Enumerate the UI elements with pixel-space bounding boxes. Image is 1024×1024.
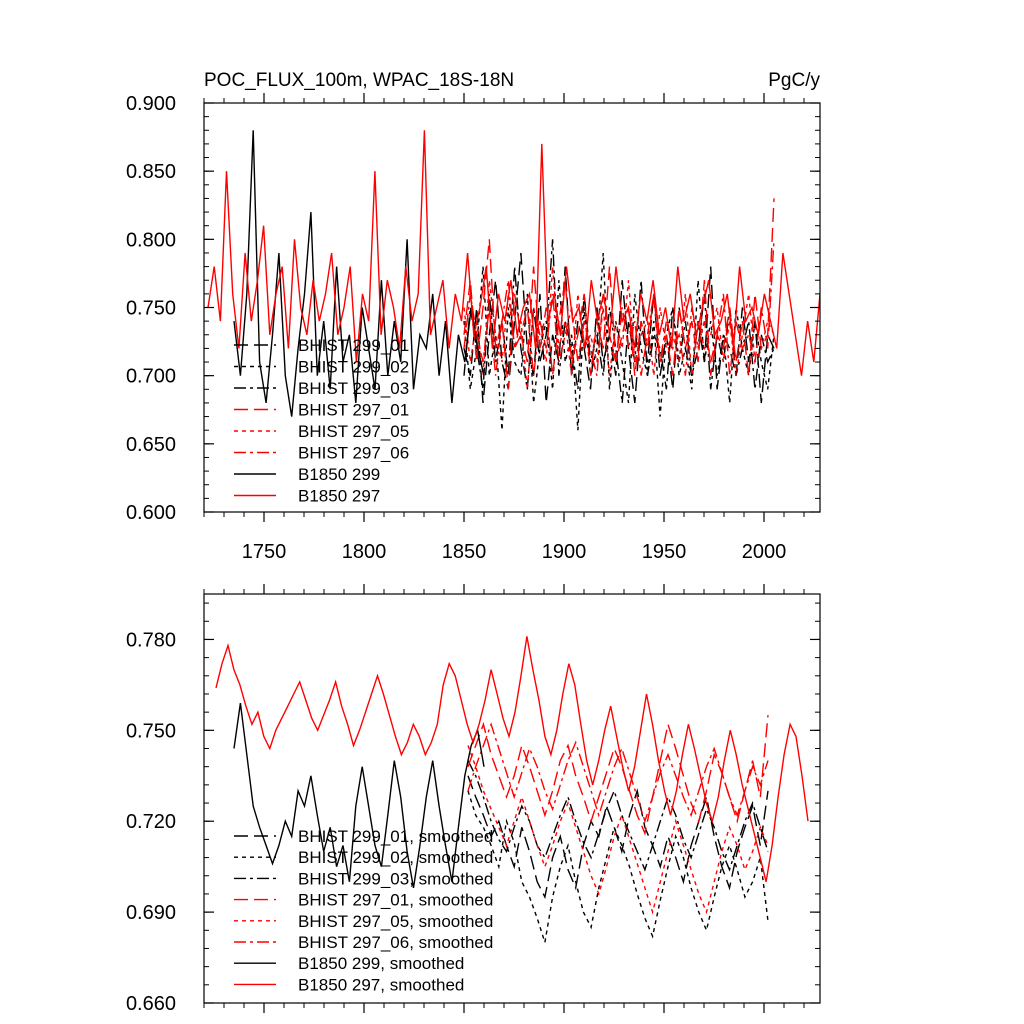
y-tick-label: 0.650	[126, 434, 176, 456]
x-tick-label: 2000	[742, 541, 787, 563]
y-tick-label: 0.780	[126, 629, 176, 651]
y-tick-label: 0.600	[126, 502, 176, 524]
legend-label: B1850 299, smoothed	[298, 954, 464, 973]
x-tick-label: 1800	[342, 541, 387, 563]
legend-label: BHIST 299_01	[298, 336, 409, 355]
series-line-6	[463, 239, 775, 376]
series-line-6	[467, 722, 769, 824]
x-tick-label: 1750	[242, 541, 287, 563]
x-tick-label: 1950	[642, 541, 687, 563]
legend-label: B1850 297	[298, 487, 380, 506]
legend-label: BHIST 297_06	[298, 444, 409, 463]
y-tick-label: 0.720	[126, 811, 176, 833]
x-tick-label: 1850	[442, 541, 487, 563]
y-tick-label: 0.750	[126, 298, 176, 320]
series-line-3	[467, 760, 769, 872]
legend-label: BHIST 299_02	[298, 358, 409, 377]
y-tick-label: 0.900	[126, 93, 176, 115]
series-line-4	[463, 198, 775, 390]
y-tick-label: 0.850	[126, 161, 176, 183]
legend-label: B1850 297, smoothed	[298, 975, 464, 994]
bottom-chart: 0.660 0.690 0.720 0.750 0.780 BHIST 299_01, s…	[126, 584, 821, 1015]
series-line-5	[463, 266, 775, 390]
series-line-1	[467, 775, 769, 900]
chart-title: POC_FLUX_100m, WPAC_18S-18N	[204, 70, 514, 91]
series-group	[215, 636, 809, 943]
legend: BHIST 299_01, smoothed BHIST 299_02, smoo…	[234, 827, 493, 994]
legend-label: BHIST 297_01	[298, 401, 409, 420]
legend-label: BHIST 299_02, smoothed	[298, 848, 493, 867]
plot-frame	[203, 102, 821, 513]
y-tick-label: 0.800	[126, 229, 176, 251]
series-line-8	[215, 636, 809, 882]
legend-label: BHIST 297_05, smoothed	[298, 912, 493, 931]
top-chart: 0.600 0.650 0.700 0.750 0.800 0.850 0.900 1750 1…	[126, 70, 821, 563]
series-line-7	[233, 703, 485, 889]
y-tick-label: 0.690	[126, 902, 176, 924]
series-group	[207, 130, 820, 431]
legend-label: B1850 299	[298, 465, 380, 484]
series-line-2	[463, 252, 775, 431]
y-tick-label: 0.750	[126, 720, 176, 742]
series-line-8	[207, 130, 820, 376]
legend-label: BHIST 299_03	[298, 379, 409, 398]
series-line-2	[467, 790, 769, 943]
legend: BHIST 299_01 BHIST 299_02 BHIST 299_03 BHIS…	[234, 336, 409, 506]
plot-frame	[203, 593, 821, 1004]
series-line-5	[467, 745, 769, 915]
y-tick-label: 0.700	[126, 366, 176, 388]
legend-label: BHIST 299_01, smoothed	[298, 827, 493, 846]
x-tick-label: 1900	[542, 541, 587, 563]
legend-label: BHIST 299_03, smoothed	[298, 869, 493, 888]
y-tick-label: 0.660	[126, 993, 176, 1015]
legend-label: BHIST 297_01, smoothed	[298, 891, 493, 910]
legend-label: BHIST 297_05	[298, 422, 409, 441]
legend-label: BHIST 297_06, smoothed	[298, 933, 493, 952]
series-line-3	[463, 239, 775, 403]
chart-units: PgC/y	[768, 70, 820, 91]
